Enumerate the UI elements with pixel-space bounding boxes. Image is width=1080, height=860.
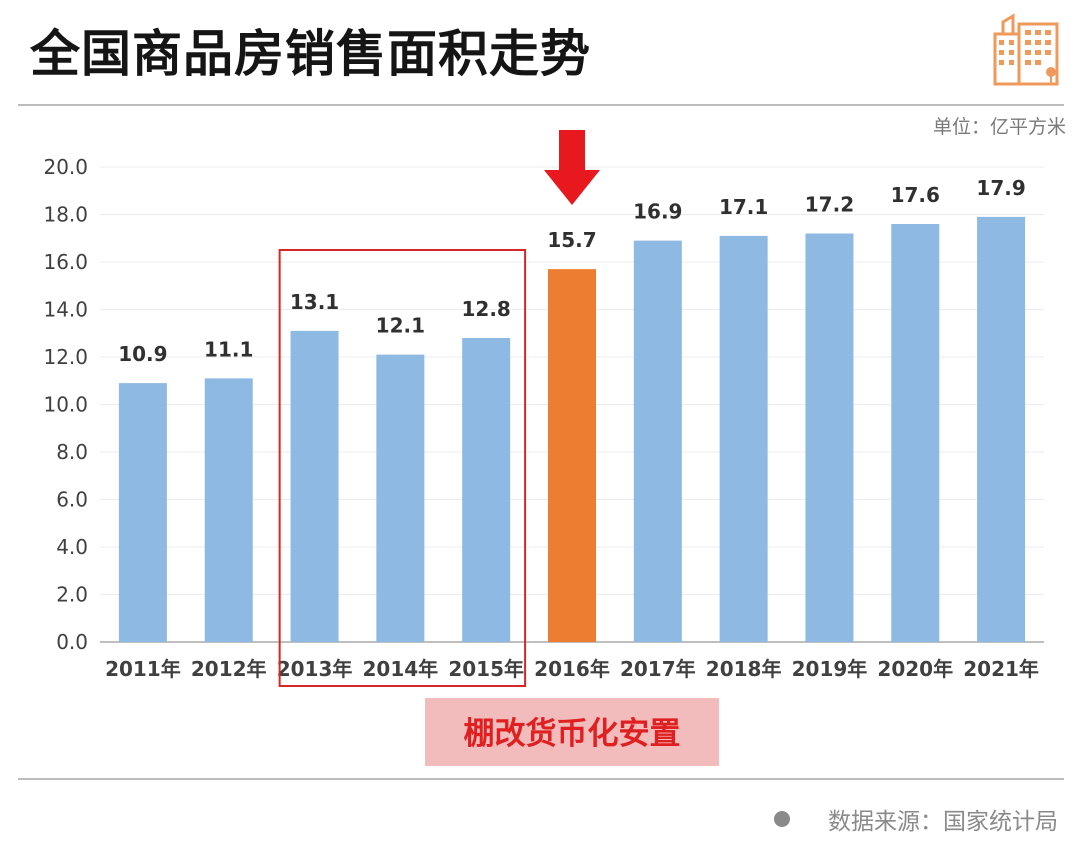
x-tick-label: 2018年 [706,657,782,681]
y-tick-label: 6.0 [56,488,88,512]
x-tick-label: 2011年 [105,657,181,681]
down-arrow-icon [544,130,600,205]
y-tick-label: 10.0 [43,393,88,417]
data-label: 10.9 [118,342,167,366]
bar [719,235,768,642]
annotation-label-bg [425,698,719,766]
bar [891,224,940,642]
y-tick-label: 18.0 [43,203,88,227]
y-tick-label: 8.0 [56,440,88,464]
header-divider [18,104,1064,106]
data-label: 15.7 [547,228,596,252]
source-text: 数据来源：国家统计局 [828,809,1058,835]
y-tick-label: 12.0 [43,345,88,369]
data-label: 17.9 [976,176,1025,200]
y-tick-label: 2.0 [56,583,88,607]
bar [462,338,511,642]
data-label: 17.2 [805,193,854,217]
bar [204,378,253,642]
unit-label: 单位：亿平方米 [932,116,1066,138]
y-tick-label: 0.0 [56,630,88,654]
x-tick-label: 2021年 [963,657,1039,681]
x-tick-label: 2019年 [792,657,868,681]
y-tick-label: 20.0 [43,155,88,179]
data-label: 11.1 [204,337,253,361]
highlight-box [278,249,527,687]
x-tick-label: 2012年 [191,657,267,681]
bar [805,233,854,642]
bullet-dot-icon [774,811,790,827]
building-logo-icon [985,10,1065,90]
data-label: 12.1 [376,314,425,338]
data-label: 16.9 [633,200,682,224]
y-tick-label: 16.0 [43,250,88,274]
data-label: 17.1 [719,195,768,219]
x-tick-label: 2017年 [620,657,696,681]
x-tick-label: 2013年 [277,657,353,681]
x-tick-label: 2020年 [877,657,953,681]
y-tick-label: 4.0 [56,535,88,559]
data-label: 13.1 [290,290,339,314]
bar-chart: 0.0 2.0 4.0 6.0 8.0 10.0 12.0 14.0 16.0 18.0 20.0 1… [43,130,1044,766]
annotation-label: 棚改货币化安置 [464,716,681,752]
data-label: 12.8 [462,297,511,321]
footer-divider [18,778,1064,780]
x-tick-label: 2015年 [448,657,524,681]
page-title: 全国商品房销售面积走势 [30,25,591,83]
data-label: 17.6 [891,183,940,207]
source-line: 数据来源：国家统计局 [774,802,1058,836]
bar [290,330,339,642]
y-tick-label: 14.0 [43,298,88,322]
bar [977,216,1026,642]
x-tick-label: 2014年 [363,657,439,681]
bar [118,383,167,642]
bar [376,354,425,642]
bar [633,240,682,642]
x-tick-label: 2016年 [534,657,610,681]
bar [548,269,596,642]
